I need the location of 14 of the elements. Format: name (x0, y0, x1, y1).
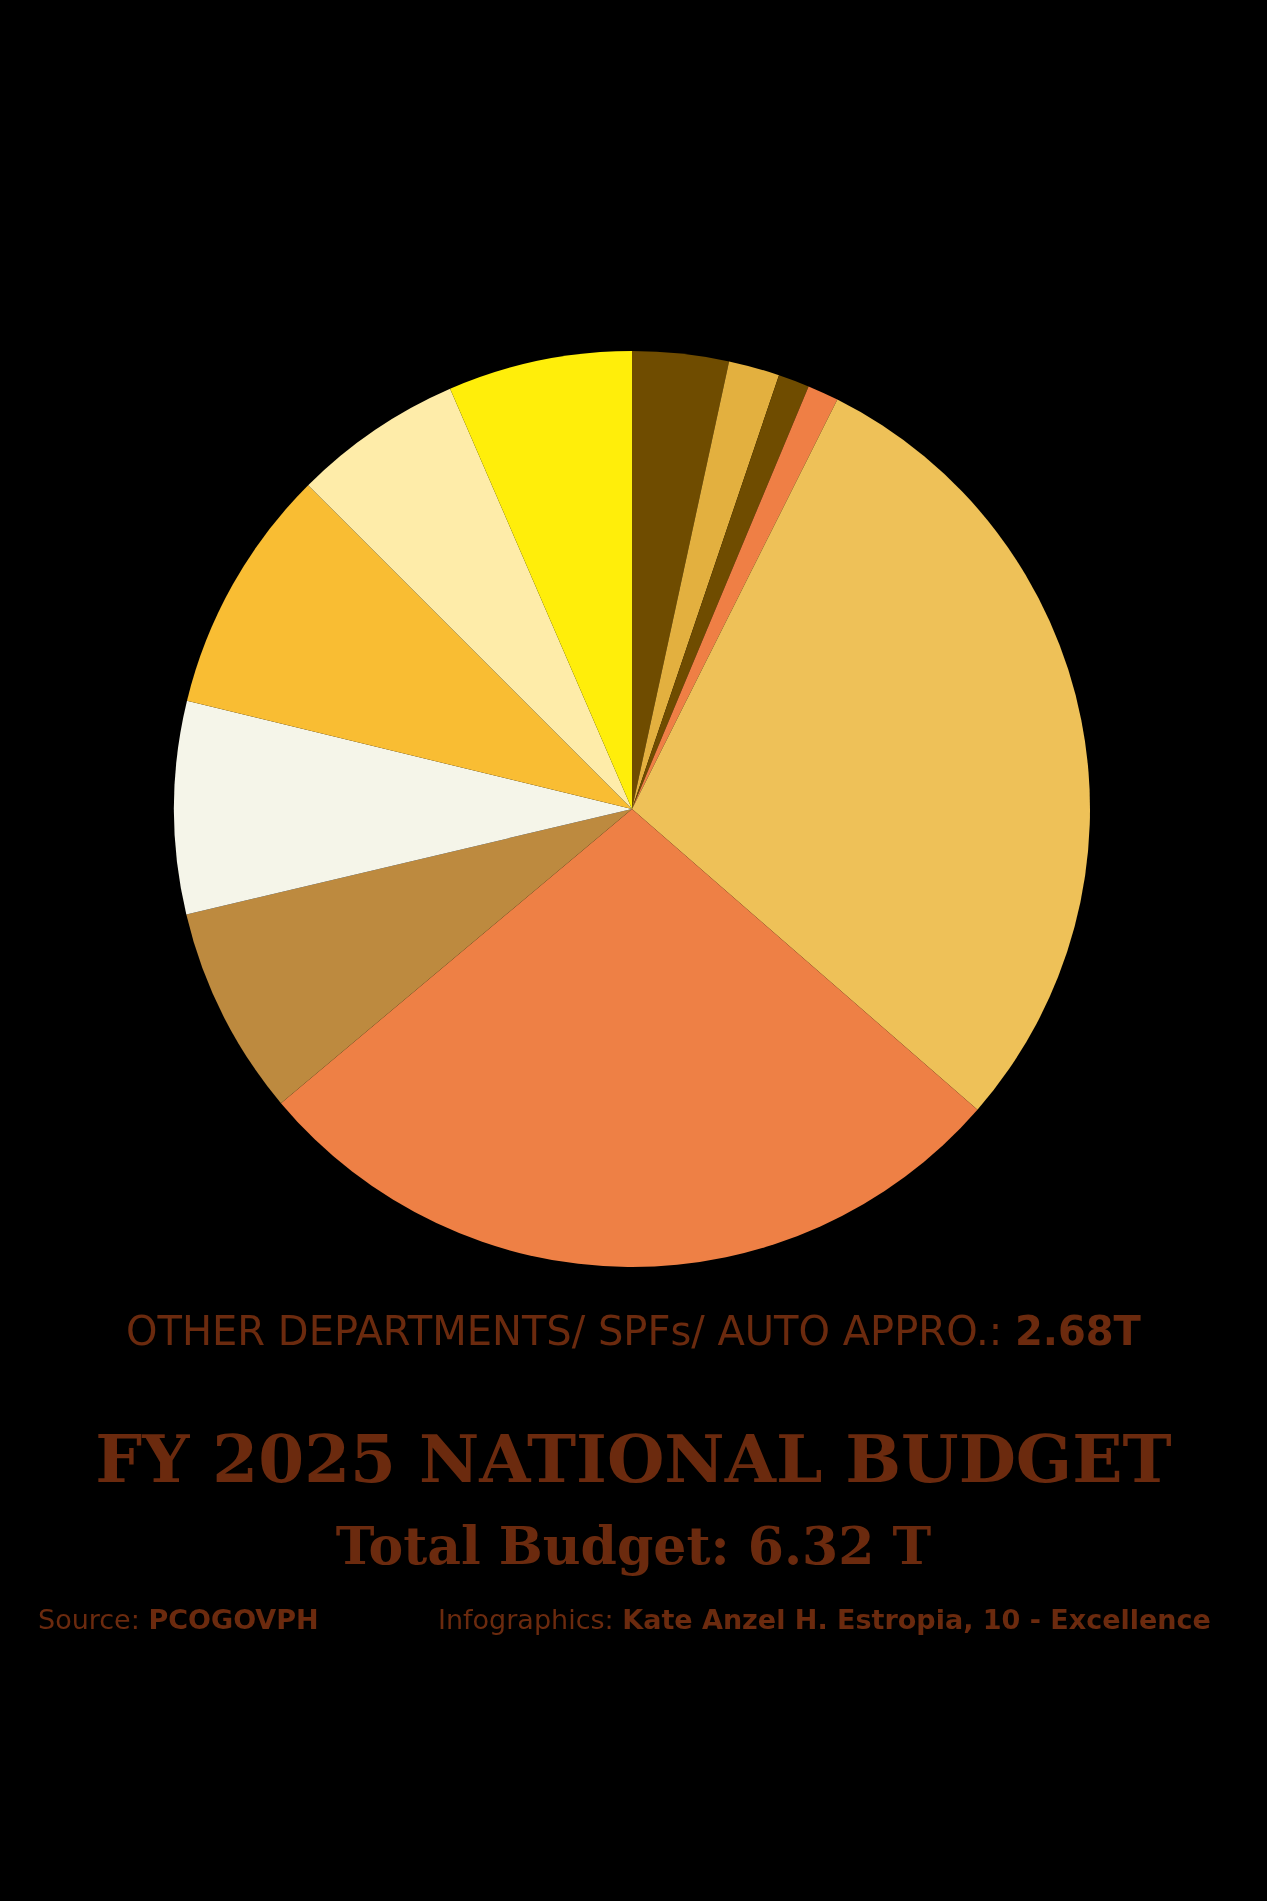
pie-slice (186, 485, 632, 809)
text: FY 2025 NATIONAL BUDGET (94, 1420, 1173, 1498)
text: Infographics: Kate Anzel H. Estropia, 10 - Excellence (438, 1604, 1211, 1635)
pie-slice (280, 809, 978, 1267)
pie-slice (450, 351, 632, 809)
pie-slice (308, 388, 632, 809)
pie-slice (632, 386, 838, 809)
pie-slice (174, 700, 632, 915)
text: Total Budget: 6.32 T (334, 1515, 933, 1576)
source-note: Source: PCOGOVPH (38, 1604, 319, 1635)
pie-slice (632, 361, 779, 809)
pie-slice (632, 399, 1090, 1110)
text: OTHER DEPARTMENTS/ SPFs/ AUTO APPRO.: 2.68T (126, 1308, 1141, 1354)
pie-slice (186, 809, 632, 1104)
